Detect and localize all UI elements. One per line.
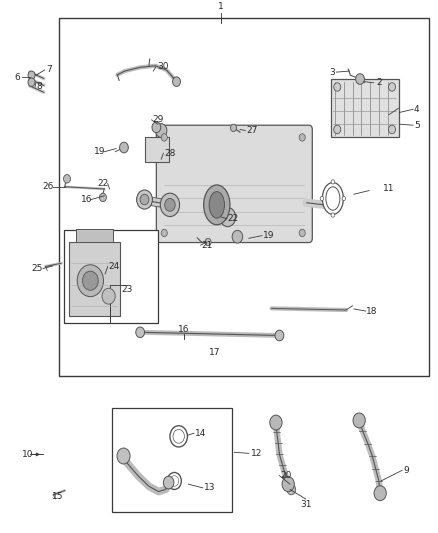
Ellipse shape xyxy=(322,183,343,214)
Text: 19: 19 xyxy=(263,231,274,240)
Circle shape xyxy=(161,229,167,237)
Text: 14: 14 xyxy=(195,429,206,438)
Text: 24: 24 xyxy=(109,262,120,271)
Circle shape xyxy=(136,327,145,337)
Circle shape xyxy=(120,142,128,153)
Text: 29: 29 xyxy=(152,116,164,124)
Circle shape xyxy=(220,207,236,227)
Circle shape xyxy=(205,238,211,246)
Text: 27: 27 xyxy=(246,126,258,135)
Text: 4: 4 xyxy=(414,105,420,114)
Circle shape xyxy=(160,193,180,216)
Circle shape xyxy=(356,74,364,84)
Circle shape xyxy=(299,134,305,141)
Circle shape xyxy=(152,122,161,133)
Circle shape xyxy=(77,265,103,296)
Text: 17: 17 xyxy=(209,348,220,357)
Circle shape xyxy=(161,134,167,141)
Circle shape xyxy=(334,125,341,134)
Text: 15: 15 xyxy=(52,492,63,502)
Text: 16: 16 xyxy=(81,195,92,204)
Circle shape xyxy=(165,198,175,211)
Circle shape xyxy=(163,476,174,489)
Text: 21: 21 xyxy=(201,241,213,249)
Circle shape xyxy=(299,229,305,237)
Circle shape xyxy=(117,448,130,464)
Bar xyxy=(112,408,232,512)
Circle shape xyxy=(287,484,296,495)
Text: 22: 22 xyxy=(228,214,239,223)
Circle shape xyxy=(155,124,167,138)
Bar xyxy=(59,18,429,376)
Circle shape xyxy=(170,475,179,486)
Text: 7: 7 xyxy=(46,66,52,75)
Text: 5: 5 xyxy=(414,120,420,130)
Circle shape xyxy=(334,83,341,91)
Text: 11: 11 xyxy=(383,184,395,193)
Circle shape xyxy=(331,213,335,217)
Circle shape xyxy=(64,175,71,183)
Text: 25: 25 xyxy=(32,264,43,273)
Circle shape xyxy=(28,71,35,79)
Text: 9: 9 xyxy=(403,466,409,475)
Circle shape xyxy=(232,230,243,243)
Text: 3: 3 xyxy=(329,68,335,77)
Text: 1: 1 xyxy=(218,2,224,11)
Text: 23: 23 xyxy=(121,285,133,294)
Text: 10: 10 xyxy=(22,450,33,459)
Circle shape xyxy=(342,196,346,200)
Circle shape xyxy=(102,288,115,304)
Circle shape xyxy=(137,190,152,209)
Circle shape xyxy=(99,193,106,201)
Text: 16: 16 xyxy=(178,325,190,334)
Circle shape xyxy=(230,124,237,132)
Text: 13: 13 xyxy=(204,483,215,492)
Circle shape xyxy=(320,196,324,200)
Text: 30: 30 xyxy=(157,62,168,71)
Circle shape xyxy=(389,83,396,91)
Ellipse shape xyxy=(326,187,340,210)
Circle shape xyxy=(167,472,181,489)
Text: 20: 20 xyxy=(280,471,292,480)
Circle shape xyxy=(140,194,149,205)
Bar xyxy=(69,242,120,317)
Text: 22: 22 xyxy=(97,179,109,188)
FancyBboxPatch shape xyxy=(156,125,312,243)
Circle shape xyxy=(374,486,386,500)
Text: 2: 2 xyxy=(377,78,382,87)
Circle shape xyxy=(353,413,365,428)
Text: 31: 31 xyxy=(300,500,311,509)
Bar xyxy=(76,229,113,242)
Text: 18: 18 xyxy=(366,306,377,316)
Text: 26: 26 xyxy=(42,182,53,191)
Text: 19: 19 xyxy=(94,147,105,156)
Circle shape xyxy=(170,426,187,447)
Circle shape xyxy=(82,271,98,290)
Bar xyxy=(331,79,399,138)
Bar xyxy=(145,137,169,163)
Text: 6: 6 xyxy=(14,73,20,82)
Circle shape xyxy=(28,78,35,86)
Ellipse shape xyxy=(204,185,230,225)
Circle shape xyxy=(270,415,282,430)
Circle shape xyxy=(173,430,184,443)
Circle shape xyxy=(275,330,284,341)
Circle shape xyxy=(282,477,294,491)
Text: 28: 28 xyxy=(164,149,176,158)
Ellipse shape xyxy=(209,191,224,218)
Text: 8: 8 xyxy=(36,83,42,92)
Circle shape xyxy=(173,77,180,86)
Circle shape xyxy=(389,125,396,134)
Bar xyxy=(64,230,158,323)
Text: 12: 12 xyxy=(251,449,262,458)
Circle shape xyxy=(331,180,335,184)
